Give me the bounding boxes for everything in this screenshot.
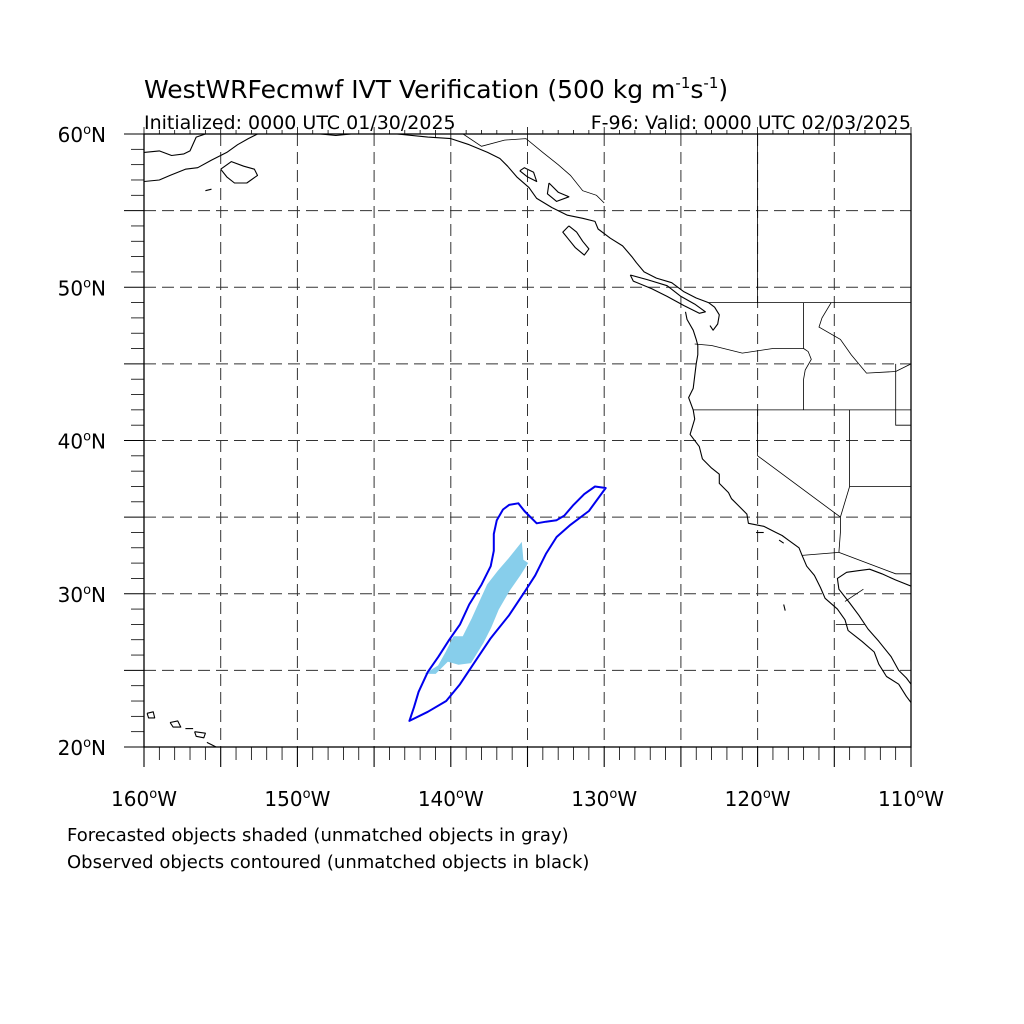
political-boundary: [694, 343, 804, 354]
coastline: [205, 188, 212, 192]
coastline: [194, 731, 206, 739]
political-boundary: [844, 588, 864, 602]
valid-time-label: F-96: Valid: 0000 UTC 02/03/2025: [591, 112, 911, 134]
footer-forecast-note: Forecasted objects shaded (unmatched obj…: [67, 825, 569, 846]
political-boundary: [802, 486, 850, 556]
coastline: [783, 604, 786, 611]
coastline: [146, 711, 156, 719]
coastline: [562, 225, 590, 256]
coastline: [220, 161, 259, 184]
coastline: [546, 182, 570, 202]
political-boundary: [895, 363, 911, 426]
map-frame: [143, 133, 912, 748]
coastline: [684, 311, 911, 703]
lat-tick-label: 60oN: [58, 123, 106, 147]
lon-tick-label: 130oW: [571, 787, 637, 811]
map-area: [144, 134, 911, 747]
map-title: WestWRFecmwf IVT Verification (500 kg m-…: [144, 74, 728, 104]
lat-tick-label: 50oN: [58, 276, 106, 300]
lon-tick-label: 140oW: [418, 787, 484, 811]
lon-tick-label: 110oW: [878, 787, 944, 811]
coastline: [320, 134, 367, 137]
observed-object-contour: [408, 485, 607, 722]
political-boundary: [849, 409, 911, 487]
coastline: [144, 134, 206, 157]
lon-tick-label: 120oW: [725, 787, 791, 811]
coastline: [206, 741, 217, 747]
footer-observed-note: Observed objects contoured (unmatched ob…: [67, 852, 590, 873]
axis-ticks: [124, 127, 912, 767]
coastline: [519, 167, 538, 183]
lon-tick-label: 160oW: [111, 787, 177, 811]
political-boundary: [838, 552, 911, 575]
initialized-label: Initialized: 0000 UTC 01/30/2025: [144, 112, 456, 134]
axis-labels: 160oW 150oW 140oW 130oW 120oW 110oW 60oN 50oN 40…: [58, 123, 945, 811]
coastline: [144, 134, 258, 183]
political-boundary: [818, 302, 911, 374]
coastline: [397, 134, 709, 304]
lat-tick-label: 40oN: [58, 430, 106, 454]
coastline: [778, 539, 785, 544]
lon-tick-label: 150oW: [264, 787, 330, 811]
political-boundary: [462, 134, 605, 204]
coastline: [169, 720, 182, 728]
forecast-object-shaded: [424, 541, 529, 674]
coastline: [836, 568, 911, 685]
coastline: [629, 274, 706, 314]
lat-tick-label: 20oN: [58, 736, 106, 760]
lat-tick-label: 30oN: [58, 583, 106, 607]
coastline: [708, 302, 720, 331]
political-boundary: [803, 302, 812, 410]
political-boundary: [757, 409, 841, 518]
